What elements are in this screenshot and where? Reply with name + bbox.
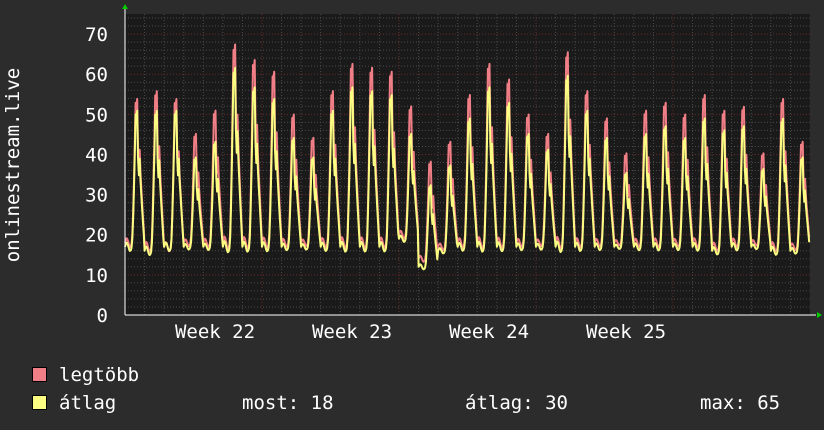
x-tick-label: Week 25	[586, 321, 666, 343]
x-tick-label: Week 24	[449, 321, 529, 343]
y-tick-label: 0	[97, 305, 108, 327]
legend-max-swatch	[32, 367, 47, 382]
plot-area	[122, 4, 822, 318]
y-tick-label: 40	[85, 144, 108, 166]
y-tick-label: 50	[85, 104, 108, 126]
y-tick-label: 20	[85, 225, 108, 247]
y-tick-label: 10	[85, 265, 108, 287]
legend-avg-label: átlag	[59, 392, 117, 414]
stat-now: most: 18	[242, 392, 334, 414]
y-tick-label: 60	[85, 64, 108, 86]
y-ticks: 0 10 20 30 40 50 60 70	[85, 24, 108, 327]
legend-max: legtöbb	[32, 364, 139, 386]
y-axis-arrow	[122, 4, 128, 9]
stat-avg: átlag: 30	[465, 392, 568, 414]
x-tick-label: Week 22	[175, 321, 255, 343]
y-tick-label: 30	[85, 185, 108, 207]
legend-avg-swatch	[32, 395, 47, 410]
x-ticks: Week 22 Week 23 Week 24 Week 25	[175, 321, 666, 343]
legend-max-label: legtöbb	[59, 364, 140, 386]
series-line	[124, 66, 811, 271]
y-axis-label: onlinestream.live	[2, 68, 24, 262]
y-tick-label: 70	[85, 24, 108, 46]
x-axis-arrow	[817, 312, 822, 318]
stat-max: max: 65	[700, 392, 781, 414]
x-tick-label: Week 23	[312, 321, 392, 343]
legend-avg: átlag	[32, 392, 116, 414]
